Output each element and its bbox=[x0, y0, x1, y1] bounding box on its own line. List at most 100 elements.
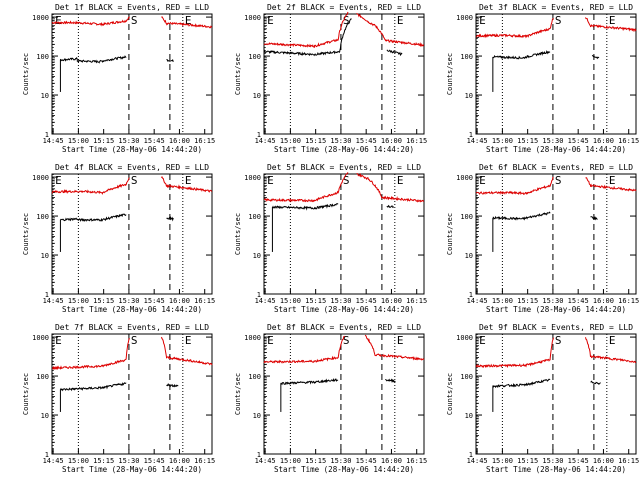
time-marker-label: E bbox=[479, 334, 486, 347]
x-tick-label: 16:00 bbox=[593, 457, 614, 465]
x-tick-label: 15:00 bbox=[492, 297, 513, 305]
x-tick-label: 15:15 bbox=[305, 137, 326, 145]
x-tick-label: 15:30 bbox=[330, 297, 351, 305]
events-series-line bbox=[271, 203, 339, 211]
x-tick-label: 16:00 bbox=[593, 137, 614, 145]
x-tick-label: 14:45 bbox=[43, 297, 64, 305]
x-tick-label: 15:30 bbox=[118, 137, 139, 145]
events-series-line bbox=[492, 378, 551, 389]
lld-series-line bbox=[263, 11, 349, 48]
time-marker-label: S bbox=[343, 14, 350, 27]
y-tick-label: 100 bbox=[36, 213, 49, 221]
y-tick-label: 1 bbox=[257, 451, 261, 459]
x-tick-label: 14:45 bbox=[467, 297, 488, 305]
events-series-line bbox=[280, 378, 339, 386]
y-tick-label: 100 bbox=[460, 373, 473, 381]
time-marker-label: E bbox=[609, 174, 616, 187]
y-tick-label: 1000 bbox=[456, 174, 473, 182]
x-tick-label: 15:45 bbox=[568, 297, 589, 305]
x-tick-label: 15:30 bbox=[542, 457, 563, 465]
lld-series-line-after bbox=[161, 15, 213, 29]
y-tick-label: 1 bbox=[469, 291, 473, 299]
events-series-line-after bbox=[590, 380, 601, 385]
lld-series-line bbox=[475, 337, 554, 369]
x-tick-label: 15:00 bbox=[68, 137, 89, 145]
x-axis-label: Start Time (28-May-06 14:44:20) bbox=[274, 145, 414, 154]
events-series-line bbox=[492, 49, 551, 60]
y-tick-label: 1 bbox=[257, 291, 261, 299]
x-tick-label: 15:30 bbox=[330, 137, 351, 145]
x-tick-label: 15:45 bbox=[356, 137, 377, 145]
x-tick-label: 16:15 bbox=[618, 457, 639, 465]
lld-series-line bbox=[51, 177, 130, 195]
lld-series-line-after bbox=[585, 337, 636, 363]
x-tick-label: 16:15 bbox=[618, 137, 639, 145]
lld-series-line bbox=[263, 335, 346, 364]
y-tick-label: 1 bbox=[45, 291, 49, 299]
time-marker-label: S bbox=[131, 334, 138, 347]
x-tick-label: 15:45 bbox=[144, 137, 165, 145]
y-tick-label: 10 bbox=[253, 252, 261, 260]
x-axis-label: Start Time (28-May-06 14:44:20) bbox=[486, 145, 626, 154]
y-tick-label: 1000 bbox=[456, 334, 473, 342]
time-marker-label: S bbox=[343, 334, 350, 347]
x-tick-label: 16:00 bbox=[169, 297, 190, 305]
y-tick-label: 1 bbox=[45, 451, 49, 459]
time-marker-label: E bbox=[55, 174, 62, 187]
lld-series-line bbox=[475, 17, 554, 39]
x-tick-label: 16:00 bbox=[169, 457, 190, 465]
y-tick-label: 10 bbox=[465, 92, 473, 100]
y-tick-label: 100 bbox=[248, 53, 261, 61]
x-axis-label: Start Time (28-May-06 14:44:20) bbox=[274, 305, 414, 314]
x-tick-label: 15:45 bbox=[144, 297, 165, 305]
panel-title: Det 3f BLACK = Events, RED = LLD bbox=[479, 3, 633, 12]
y-axis-label: Counts/sec bbox=[446, 213, 454, 255]
y-tick-label: 1000 bbox=[456, 14, 473, 22]
x-tick-label: 15:00 bbox=[68, 457, 89, 465]
y-tick-label: 10 bbox=[465, 252, 473, 260]
events-series-line-after bbox=[166, 216, 174, 222]
lld-series-line-after bbox=[356, 12, 425, 48]
y-tick-label: 10 bbox=[253, 412, 261, 420]
x-axis-label: Start Time (28-May-06 14:44:20) bbox=[274, 465, 414, 474]
x-tick-label: 15:15 bbox=[93, 297, 114, 305]
x-tick-label: 14:45 bbox=[43, 137, 64, 145]
y-tick-label: 1 bbox=[45, 131, 49, 139]
x-tick-label: 14:45 bbox=[467, 457, 488, 465]
x-tick-label: 15:30 bbox=[118, 457, 139, 465]
y-axis-label: Counts/sec bbox=[234, 53, 242, 95]
detector-panel-5: Det 5f BLACK = Events, RED = LLD 1 10 100 10… bbox=[234, 163, 427, 314]
events-series-line bbox=[263, 18, 352, 57]
time-marker-label: E bbox=[479, 14, 486, 27]
lld-series-line bbox=[475, 176, 554, 196]
lld-series-line-after bbox=[364, 334, 425, 361]
x-tick-label: 14:45 bbox=[255, 297, 276, 305]
time-marker-label: E bbox=[397, 174, 404, 187]
lld-series-line-after bbox=[356, 173, 424, 203]
time-marker-label: E bbox=[267, 334, 274, 347]
y-axis-label: Counts/sec bbox=[22, 53, 30, 95]
y-axis-label: Counts/sec bbox=[234, 213, 242, 255]
x-tick-label: 16:15 bbox=[406, 457, 427, 465]
x-tick-label: 14:45 bbox=[43, 457, 64, 465]
y-tick-label: 100 bbox=[36, 373, 49, 381]
x-tick-label: 15:15 bbox=[93, 137, 114, 145]
y-tick-label: 1000 bbox=[244, 174, 261, 182]
time-marker-label: S bbox=[555, 14, 562, 27]
y-tick-label: 1000 bbox=[244, 14, 261, 22]
lld-series-line-after bbox=[585, 177, 637, 192]
x-tick-label: 15:30 bbox=[542, 137, 563, 145]
lld-series-line bbox=[51, 337, 130, 371]
x-tick-label: 16:15 bbox=[194, 457, 215, 465]
events-series-line bbox=[59, 55, 127, 64]
time-marker-label: S bbox=[131, 174, 138, 187]
plot-frame bbox=[475, 13, 637, 135]
detector-panel-7: Det 7f BLACK = Events, RED = LLD 1 10 100 10… bbox=[22, 323, 215, 474]
panel-title: Det 6f BLACK = Events, RED = LLD bbox=[479, 163, 633, 172]
x-tick-label: 15:15 bbox=[517, 137, 538, 145]
x-axis-label: Start Time (28-May-06 14:44:20) bbox=[62, 305, 202, 314]
plot-frame bbox=[51, 333, 213, 455]
time-marker-label: E bbox=[55, 14, 62, 27]
time-marker-label: S bbox=[555, 334, 562, 347]
